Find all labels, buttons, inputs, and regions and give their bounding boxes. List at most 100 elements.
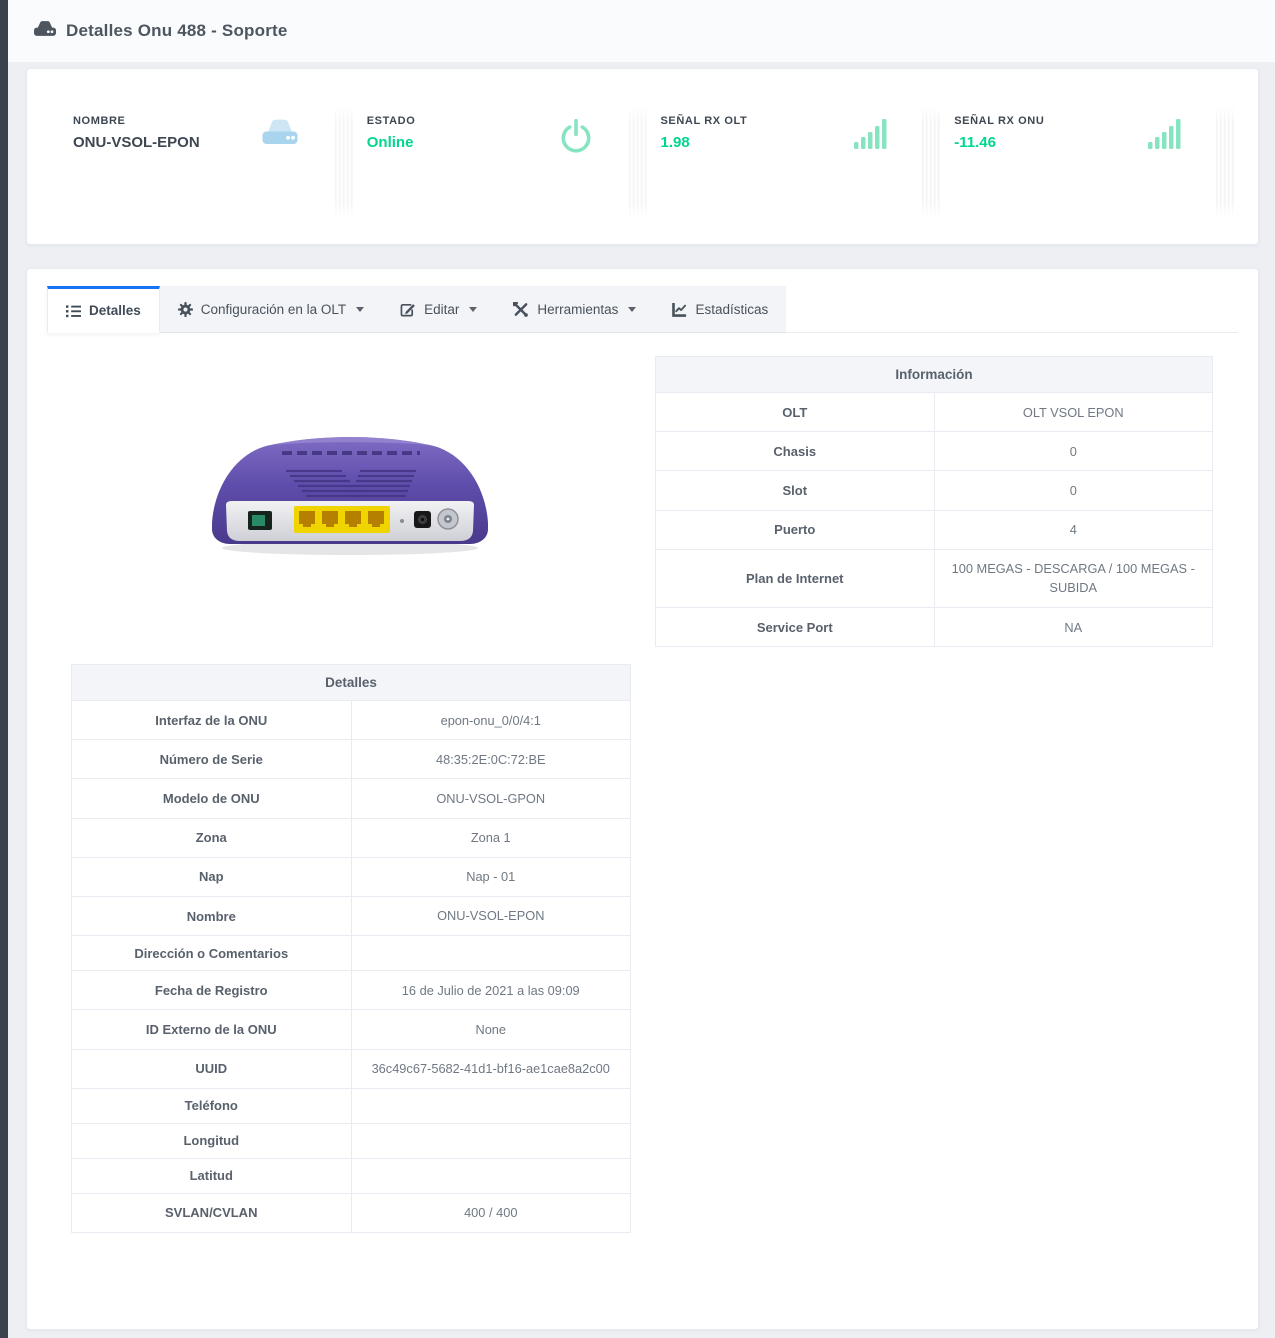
onu-device-image xyxy=(190,419,510,564)
stat-label: SEÑAL RX ONU xyxy=(954,115,1045,127)
tab-label: Herramientas xyxy=(537,301,619,317)
tab-detalles[interactable]: Detalles xyxy=(47,286,160,333)
table-row: Nombre ONU-VSOL-EPON xyxy=(71,895,631,937)
table-title: Detalles xyxy=(71,664,631,701)
row-label: Slot xyxy=(655,470,935,511)
row-label: Teléfono xyxy=(71,1087,352,1124)
divider-pillar xyxy=(922,106,941,218)
row-label: Plan de Internet xyxy=(655,548,935,609)
row-value: 48:35:2E:0C:72:BE xyxy=(350,739,631,780)
chevron-down-icon xyxy=(628,306,637,312)
row-value: 0 xyxy=(933,470,1213,511)
stat-value: 1.98 xyxy=(660,134,690,151)
row-value: NA xyxy=(933,607,1213,648)
stat-estado: ESTADO Online xyxy=(367,115,629,160)
row-value: Zona 1 xyxy=(350,817,631,858)
informacion-table: Información OLT OLT VSOL EPON Chasis 0 S… xyxy=(655,356,1213,648)
stat-nombre: NOMBRE ONU-VSOL-EPON xyxy=(73,115,335,154)
router-icon xyxy=(259,117,301,154)
table-row: Número de Serie 48:35:2E:0C:72:BE xyxy=(71,739,631,780)
chevron-down-icon xyxy=(356,306,365,312)
row-value xyxy=(350,935,631,972)
page-header: Detalles Onu 488 - Soporte xyxy=(8,0,1275,62)
table-row: Teléfono xyxy=(71,1087,631,1124)
table-row: UUID 36c49c67-5682-41d1-bf16-ae1cae8a2c0… xyxy=(71,1048,631,1089)
table-row: Longitud xyxy=(71,1122,631,1159)
row-label: Nap xyxy=(71,856,352,897)
hdd-icon xyxy=(34,20,56,42)
tab-label: Editar xyxy=(424,301,460,317)
table-row: Plan de Internet 100 MEGAS - DESCARGA / … xyxy=(655,548,1213,609)
tab-bar: Detalles Configuración en la OLT xyxy=(47,286,1238,333)
stat-label: NOMBRE xyxy=(73,115,126,127)
row-value: ONU-VSOL-EPON xyxy=(350,895,631,937)
stat-senal-rx-olt: SEÑAL RX OLT 1.98 xyxy=(661,115,923,154)
divider-pillar xyxy=(628,106,647,218)
tab-herramientas[interactable]: Herramientas xyxy=(495,286,655,333)
table-row: Chasis 0 xyxy=(655,431,1213,472)
stat-value: -11.46 xyxy=(954,134,996,151)
chart-line-icon xyxy=(672,302,687,317)
row-value: None xyxy=(350,1009,631,1050)
table-row: Dirección o Comentarios xyxy=(71,935,631,972)
row-label: Puerto xyxy=(655,509,935,550)
row-value: 400 / 400 xyxy=(350,1192,631,1233)
signal-bars-icon xyxy=(1148,117,1182,154)
divider-pillar xyxy=(334,106,353,218)
table-title-row: Información xyxy=(655,356,1213,393)
tab-estadisticas[interactable]: Estadísticas xyxy=(654,286,787,333)
row-value xyxy=(350,1087,631,1124)
table-title-row: Detalles xyxy=(71,664,631,701)
table-row: Nap Nap - 01 xyxy=(71,856,631,897)
stat-senal-rx-onu: SEÑAL RX ONU -11.46 xyxy=(954,115,1216,154)
row-label: Zona xyxy=(71,817,352,858)
tab-configuracion-olt[interactable]: Configuración en la OLT xyxy=(159,286,383,333)
edit-icon xyxy=(400,302,416,317)
chevron-down-icon xyxy=(469,306,478,312)
detalles-table: Detalles Interfaz de la ONU epon-onu_0/0… xyxy=(71,664,631,1233)
tab-label: Detalles xyxy=(89,303,141,318)
tab-label: Estadísticas xyxy=(695,301,769,317)
row-label: Interfaz de la ONU xyxy=(71,699,352,741)
tools-icon xyxy=(513,301,529,317)
stat-label: SEÑAL RX OLT xyxy=(660,115,748,127)
row-value: 0 xyxy=(933,431,1213,472)
table-row: Interfaz de la ONU epon-onu_0/0/4:1 xyxy=(71,699,631,741)
sidebar-edge xyxy=(0,0,8,1338)
row-label: SVLAN/CVLAN xyxy=(71,1192,352,1233)
row-label: OLT xyxy=(655,391,935,433)
table-row: Fecha de Registro 16 de Julio de 2021 a … xyxy=(71,970,631,1011)
stat-label: ESTADO xyxy=(366,115,416,127)
row-label: UUID xyxy=(71,1048,352,1089)
stat-value: Online xyxy=(366,134,414,151)
table-row: Slot 0 xyxy=(655,470,1213,511)
row-label: Service Port xyxy=(655,607,935,648)
row-label: Modelo de ONU xyxy=(71,778,352,819)
row-value: 4 xyxy=(933,509,1213,550)
tab-label: Configuración en la OLT xyxy=(200,301,347,317)
row-label: Latitud xyxy=(71,1157,352,1194)
divider-pillar xyxy=(1216,106,1234,218)
list-icon xyxy=(66,304,81,318)
row-value xyxy=(350,1157,631,1194)
gear-icon xyxy=(177,301,193,317)
table-row: OLT OLT VSOL EPON xyxy=(655,391,1213,433)
tab-editar[interactable]: Editar xyxy=(382,286,496,333)
onu-detail-panel: Detalles Configuración en la OLT xyxy=(26,268,1259,1330)
table-row: Zona Zona 1 xyxy=(71,817,631,858)
table-title: Información xyxy=(655,356,1213,393)
row-value: 16 de Julio de 2021 a las 09:09 xyxy=(350,970,631,1011)
table-row: Service Port NA xyxy=(655,607,1213,648)
table-row: Puerto 4 xyxy=(655,509,1213,550)
onu-status-card: NOMBRE ONU-VSOL-EPON ESTADO Online xyxy=(26,68,1259,245)
table-row: Modelo de ONU ONU-VSOL-GPON xyxy=(71,778,631,819)
row-value: 36c49c67-5682-41d1-bf16-ae1cae8a2c00 xyxy=(350,1048,631,1089)
table-row: ID Externo de la ONU None xyxy=(71,1009,631,1050)
row-label: Número de Serie xyxy=(71,739,352,780)
row-label: Dirección o Comentarios xyxy=(71,935,352,972)
signal-bars-icon xyxy=(854,117,888,154)
row-label: Nombre xyxy=(71,895,352,937)
row-label: Chasis xyxy=(655,431,935,472)
row-value: Nap - 01 xyxy=(350,856,631,897)
row-label: Longitud xyxy=(71,1122,352,1159)
